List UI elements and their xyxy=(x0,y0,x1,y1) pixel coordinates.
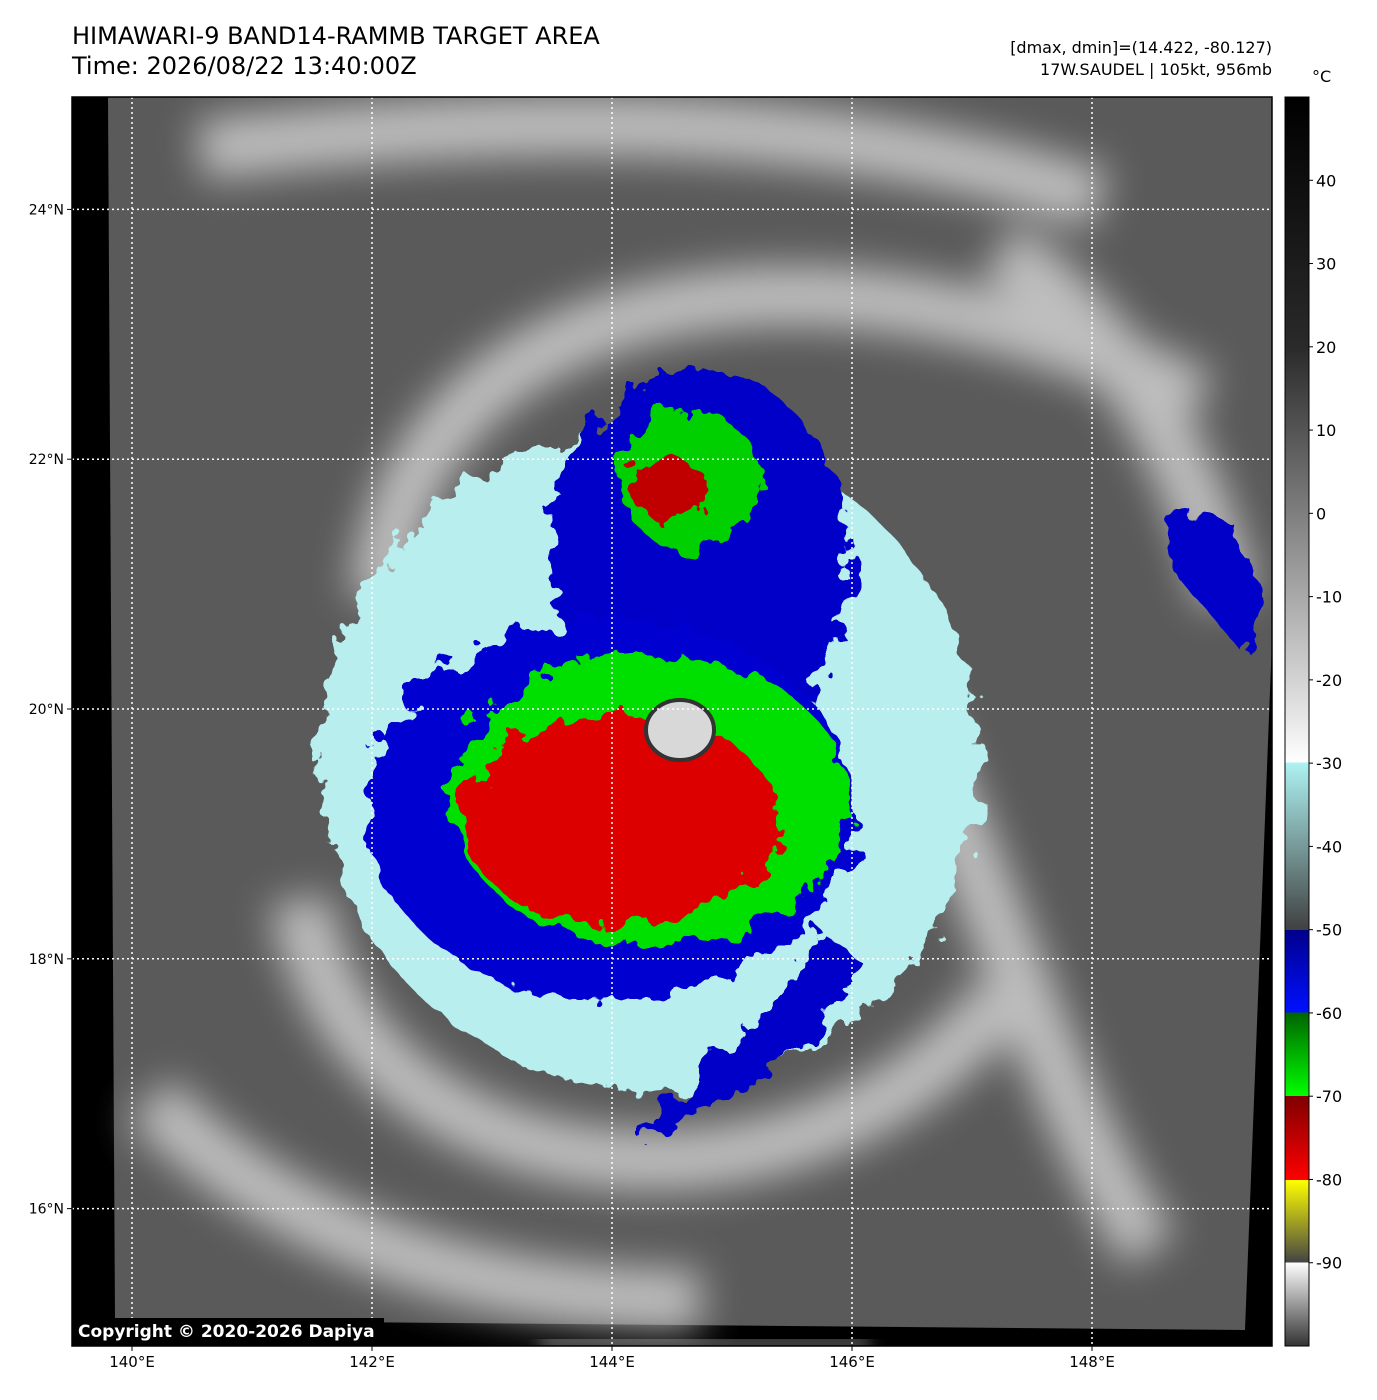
x-tick-label: 140°E xyxy=(109,1353,155,1371)
storm-info: 17W.SAUDEL | 105kt, 956mb xyxy=(1040,60,1272,79)
colorbar-tick-label: -40 xyxy=(1316,837,1342,856)
title: HIMAWARI-9 BAND14-RAMMB TARGET AREA xyxy=(72,22,600,50)
copyright: Copyright © 2020-2026 Dapiya xyxy=(78,1322,375,1342)
copyright-box xyxy=(74,1318,384,1344)
colorbar-tick-label: -90 xyxy=(1316,1254,1342,1273)
colorbar-tick-label: -80 xyxy=(1316,1170,1342,1189)
colorbar-tick-label: -50 xyxy=(1316,921,1342,940)
y-tick-label: 18°N xyxy=(29,952,64,968)
colorbar-tick-label: 0 xyxy=(1316,504,1326,523)
y-tick-label: 20°N xyxy=(29,702,64,718)
time: Time: 2026/08/22 13:40:00Z xyxy=(71,52,417,80)
range-info: [dmax, dmin]=(14.422, -80.127) xyxy=(1010,38,1272,57)
y-tick-label: 24°N xyxy=(29,202,64,218)
colorbar-tick-label: 10 xyxy=(1316,421,1336,440)
y-tick-label: 16°N xyxy=(29,1202,64,1218)
colorbar-tick-label: 20 xyxy=(1316,338,1336,357)
colorbar-tick-label: -70 xyxy=(1316,1087,1342,1106)
x-tick-label: 148°E xyxy=(1069,1353,1115,1371)
x-tick-label: 142°E xyxy=(349,1353,395,1371)
colorbar-unit: °C xyxy=(1312,67,1331,86)
colorbar-tick-label: -60 xyxy=(1316,1004,1342,1023)
map-frame xyxy=(71,96,1273,1347)
colorbar-tick-label: 40 xyxy=(1316,171,1336,190)
y-tick-label: 22°N xyxy=(29,452,64,468)
x-tick-label: 144°E xyxy=(589,1353,635,1371)
x-tick-label: 146°E xyxy=(829,1353,875,1371)
colorbar-tick-label: -20 xyxy=(1316,671,1342,690)
colorbar xyxy=(1284,96,1310,1347)
colorbar-tick-label: -30 xyxy=(1316,754,1342,773)
colorbar-tick-label: -10 xyxy=(1316,588,1342,607)
colorbar-tick-label: 30 xyxy=(1316,255,1336,274)
satellite-image xyxy=(72,97,1272,1346)
